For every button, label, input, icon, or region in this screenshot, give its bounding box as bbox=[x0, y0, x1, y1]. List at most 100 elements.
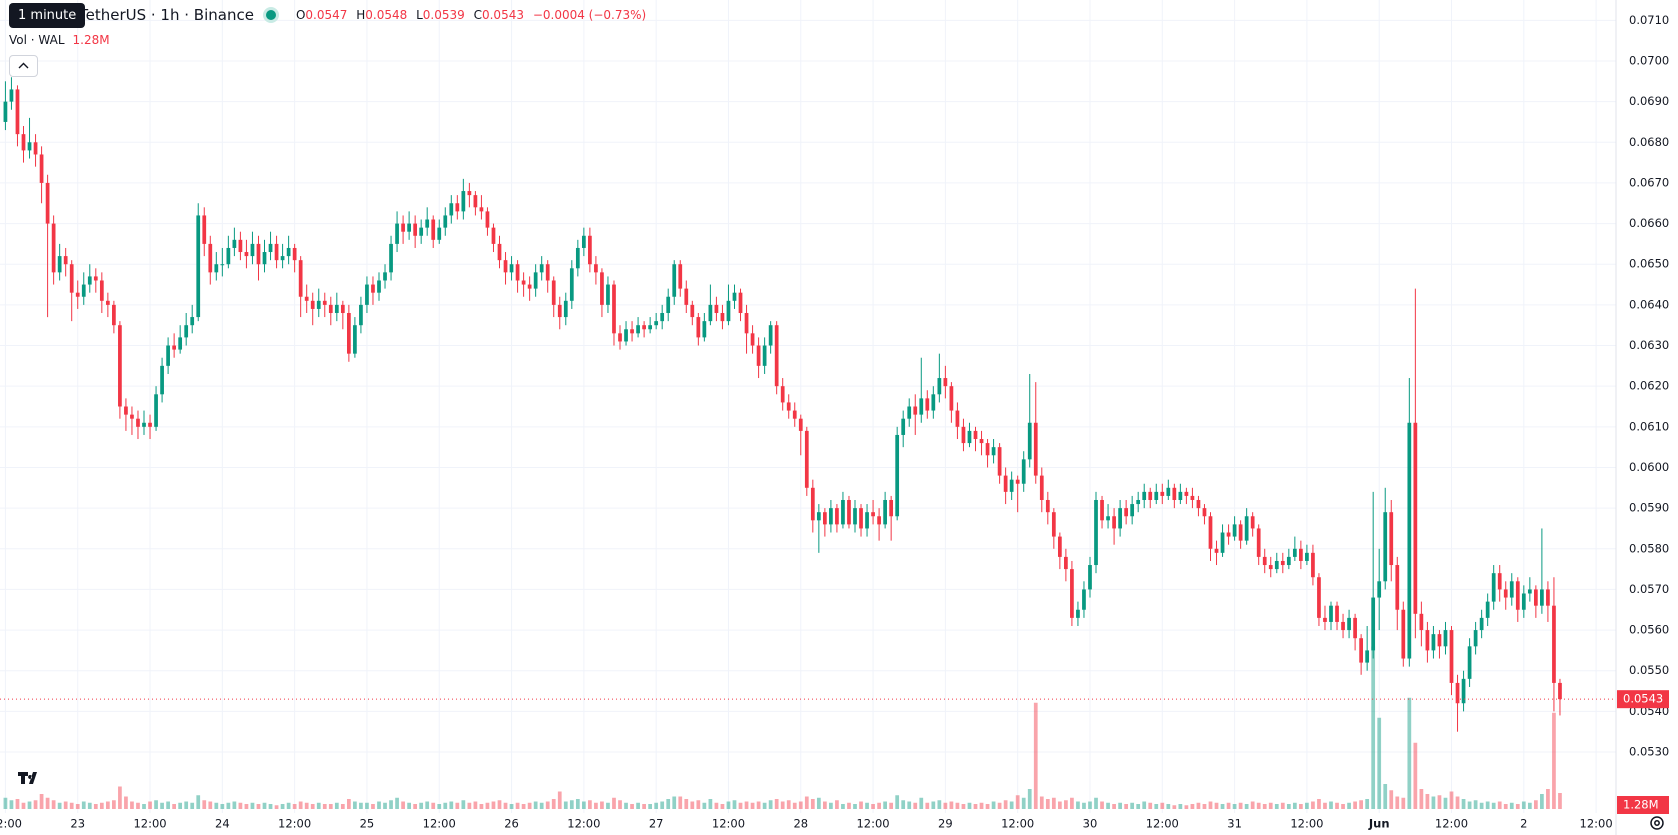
candle-body bbox=[1353, 617, 1357, 639]
volume-bar bbox=[81, 801, 86, 809]
volume-bar bbox=[774, 799, 779, 809]
candle-body bbox=[1136, 499, 1141, 505]
candle-body bbox=[172, 345, 177, 350]
volume-bar bbox=[142, 804, 146, 809]
candle-body bbox=[1449, 630, 1454, 683]
volume-bar bbox=[1015, 795, 1020, 809]
candle-body bbox=[1082, 589, 1086, 610]
volume-bar bbox=[244, 804, 249, 809]
volume-bar bbox=[871, 804, 875, 809]
volume-bar bbox=[732, 800, 737, 809]
candle-body bbox=[1184, 491, 1189, 496]
market-status[interactable] bbox=[265, 10, 276, 20]
candle-body bbox=[539, 264, 544, 273]
volume-bar bbox=[118, 786, 122, 809]
candle-body bbox=[1509, 581, 1514, 598]
volume-bar bbox=[1196, 802, 1201, 809]
candle-body bbox=[1154, 491, 1159, 500]
x-tick-label: 12:00 bbox=[1290, 817, 1323, 831]
volume-bar bbox=[401, 801, 405, 809]
volume-bar bbox=[1527, 802, 1532, 809]
candle-body bbox=[606, 284, 610, 305]
x-tick-label: Jun bbox=[1368, 817, 1390, 831]
volume-bar bbox=[913, 802, 918, 809]
candle-body bbox=[1401, 609, 1406, 659]
candle-body bbox=[1130, 504, 1135, 517]
tradingview-logo[interactable] bbox=[14, 762, 46, 794]
candle-body bbox=[1208, 516, 1213, 549]
candle-body bbox=[359, 304, 363, 326]
symbol-title[interactable]: TetherUS · 1h · Binance bbox=[79, 6, 254, 24]
candle-body bbox=[847, 499, 851, 525]
volume-bar bbox=[148, 801, 152, 809]
volume-bar bbox=[865, 802, 869, 809]
candle-body bbox=[563, 300, 568, 318]
volume-bar bbox=[672, 796, 677, 809]
volume-bar bbox=[184, 801, 189, 809]
candle-body bbox=[895, 434, 900, 517]
candle-body bbox=[919, 398, 924, 415]
volume-bar bbox=[997, 802, 1002, 809]
volume-bar bbox=[1027, 789, 1032, 809]
candle-body bbox=[202, 215, 207, 244]
low-value: 0.0539 bbox=[422, 8, 465, 22]
candle-body bbox=[1094, 499, 1098, 566]
volume-bar bbox=[93, 804, 98, 809]
candle-body bbox=[816, 512, 821, 521]
candle-body bbox=[51, 223, 56, 273]
volume-bar bbox=[756, 801, 761, 809]
candle-body bbox=[1100, 499, 1104, 521]
volume-bar bbox=[1106, 802, 1110, 809]
candle-body bbox=[967, 430, 972, 444]
candle-body bbox=[600, 272, 604, 305]
volume-bar bbox=[889, 802, 894, 809]
candle-body bbox=[708, 304, 713, 322]
volume-name[interactable]: Vol · WAL bbox=[9, 33, 65, 47]
volume-bar bbox=[1437, 795, 1442, 809]
x-tick-label: 26 bbox=[504, 817, 519, 831]
volume-bar bbox=[274, 805, 279, 809]
candle-body bbox=[1021, 459, 1026, 484]
candle-body bbox=[1413, 422, 1418, 614]
candle-body bbox=[443, 215, 448, 228]
candle-body bbox=[1033, 422, 1038, 476]
candle-body bbox=[461, 191, 466, 212]
candle-body bbox=[1383, 512, 1388, 582]
candle-body bbox=[774, 325, 779, 387]
volume-bar bbox=[1064, 800, 1068, 809]
x-tick-label: 12:00 bbox=[278, 817, 311, 831]
candle-body bbox=[1250, 516, 1255, 529]
candle-body bbox=[666, 296, 671, 314]
collapse-button[interactable] bbox=[9, 55, 38, 77]
candle-body bbox=[425, 219, 430, 228]
candle-body bbox=[714, 304, 719, 314]
volume-bar bbox=[178, 802, 183, 809]
volume-bar bbox=[1172, 805, 1177, 809]
volume-bar bbox=[539, 802, 544, 809]
candle-body bbox=[1299, 548, 1303, 561]
y-tick-label: 0.0610 bbox=[1629, 419, 1669, 433]
candle-body bbox=[1172, 487, 1177, 500]
ohlc: O0.0547 H0.0548 L0.0539 C0.0543 −0.0004 … bbox=[296, 8, 651, 22]
settings-icon[interactable] bbox=[1650, 816, 1664, 830]
candle-body bbox=[1196, 499, 1201, 509]
candle-body bbox=[871, 512, 875, 517]
volume-bar bbox=[124, 796, 128, 809]
volume-bar bbox=[545, 801, 550, 809]
volume-bar bbox=[744, 801, 749, 809]
axes: 0.05300.05400.05500.05600.05700.05800.05… bbox=[0, 13, 1669, 831]
volume-bar bbox=[431, 802, 436, 809]
volume-bar bbox=[130, 801, 134, 809]
volume-bar bbox=[15, 799, 20, 809]
candle-body bbox=[744, 313, 749, 334]
candle-body bbox=[1070, 569, 1074, 618]
volume-bar bbox=[425, 801, 430, 809]
gear-ring bbox=[1650, 816, 1664, 830]
volume-bar bbox=[256, 804, 261, 809]
volume-bar bbox=[455, 802, 460, 809]
x-tick-label: 12:00 bbox=[1146, 817, 1179, 831]
candle-body bbox=[648, 325, 653, 330]
candle-body bbox=[696, 317, 701, 338]
volume-bar bbox=[1449, 791, 1454, 809]
